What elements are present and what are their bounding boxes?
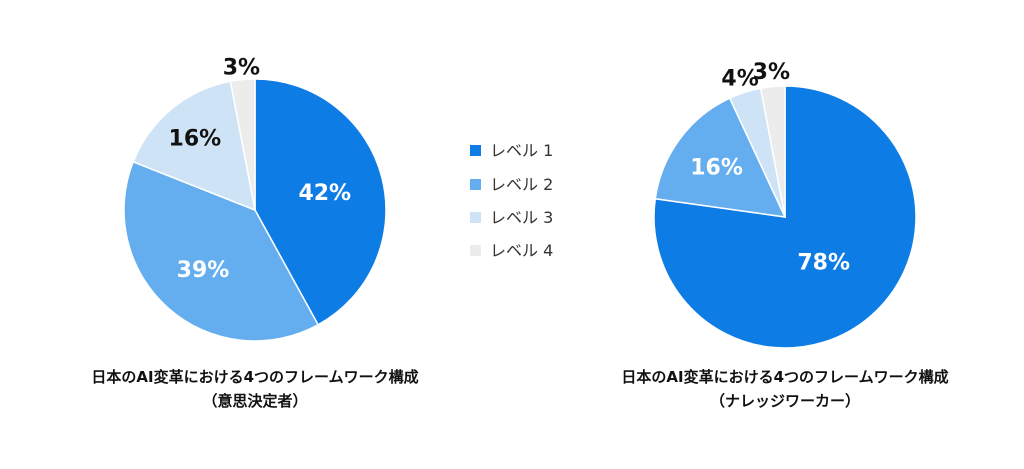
- legend-label-level-1: レベル 1: [490, 141, 553, 160]
- pie-slice-level-2: [123, 160, 320, 342]
- pie-chart-knowledge-workers: 78% 16% 4%3%: [653, 60, 917, 349]
- legend: レベル 1 レベル 2 レベル 3 レベル 4: [470, 141, 553, 260]
- pie-data-label-level-4: 3%: [753, 60, 790, 85]
- pie-chart-decision-makers: 42% 39% 16% 3%: [123, 56, 387, 342]
- legend-label-level-4: レベル 4: [490, 241, 553, 260]
- legend-swatch-level-4: [470, 245, 481, 256]
- pie-slice-level-3: [132, 80, 256, 212]
- pie-right-subtitle: （ナレッジワーカー）: [710, 392, 860, 410]
- pie-right-title: 日本のAI変革における4つのフレームワーク構成: [621, 368, 948, 386]
- legend-swatch-level-1: [470, 145, 481, 156]
- legend-swatch-level-2: [470, 179, 481, 190]
- pie-data-label-level-3: 4%: [721, 66, 758, 91]
- pie-data-label-level-2: 16%: [690, 155, 743, 180]
- pie-data-label-level-2: 39%: [177, 258, 230, 283]
- pie-data-label-level-1: 42%: [298, 181, 351, 206]
- legend-swatch-level-3: [470, 212, 481, 223]
- pie-data-label-level-4: 3%: [223, 56, 260, 81]
- pie-slice-level-4: [759, 85, 786, 218]
- legend-label-level-2: レベル 2: [490, 175, 553, 194]
- legend-label-level-3: レベル 3: [490, 208, 553, 227]
- pie-data-label-level-3: 16%: [169, 126, 222, 151]
- pie-data-label-level-1: 78%: [797, 250, 850, 275]
- pie-slice-level-1: [254, 78, 387, 326]
- pie-slice-level-2: [654, 97, 787, 218]
- pie-left-title: 日本のAI変革における4つのフレームワーク構成: [91, 368, 418, 386]
- pie-slice-level-1: [653, 85, 917, 349]
- pie-slice-level-4: [229, 78, 256, 211]
- pie-left-subtitle: （意思決定者）: [202, 392, 307, 410]
